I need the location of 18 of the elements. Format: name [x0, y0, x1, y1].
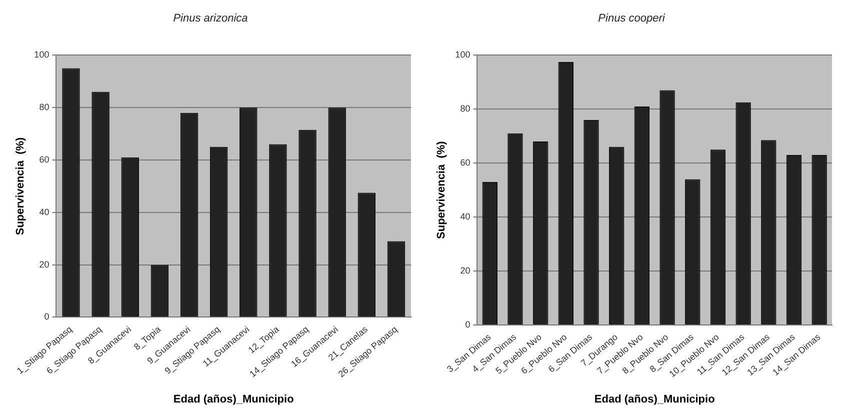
- y-tick-label: 20: [460, 265, 470, 276]
- y-tick-label: 100: [34, 50, 50, 60]
- y-tick-label: 60: [460, 158, 470, 168]
- y-tick-label: 0: [465, 319, 470, 330]
- y-tick-label: 60: [39, 154, 50, 164]
- y-axis-title: Supervivencia (%): [436, 140, 448, 239]
- y-tick-label: 80: [39, 102, 50, 112]
- y-tick-label: 100: [455, 50, 470, 60]
- y-tick-label: 80: [460, 104, 470, 114]
- y-tick-label: 40: [460, 212, 470, 222]
- y-axis-title: Supervivencia (%): [14, 136, 27, 236]
- chart-title: Pinus arizonica: [173, 12, 248, 25]
- y-tick-label: 20: [39, 259, 50, 270]
- x-axis-title: Edad (años)_Municipio: [594, 393, 716, 406]
- x-axis-title: Edad (años)_Municipio: [173, 393, 294, 406]
- y-tick-label: 0: [44, 312, 50, 322]
- y-tick-label: 40: [39, 206, 50, 217]
- chart-title: Pinus cooperi: [598, 12, 666, 25]
